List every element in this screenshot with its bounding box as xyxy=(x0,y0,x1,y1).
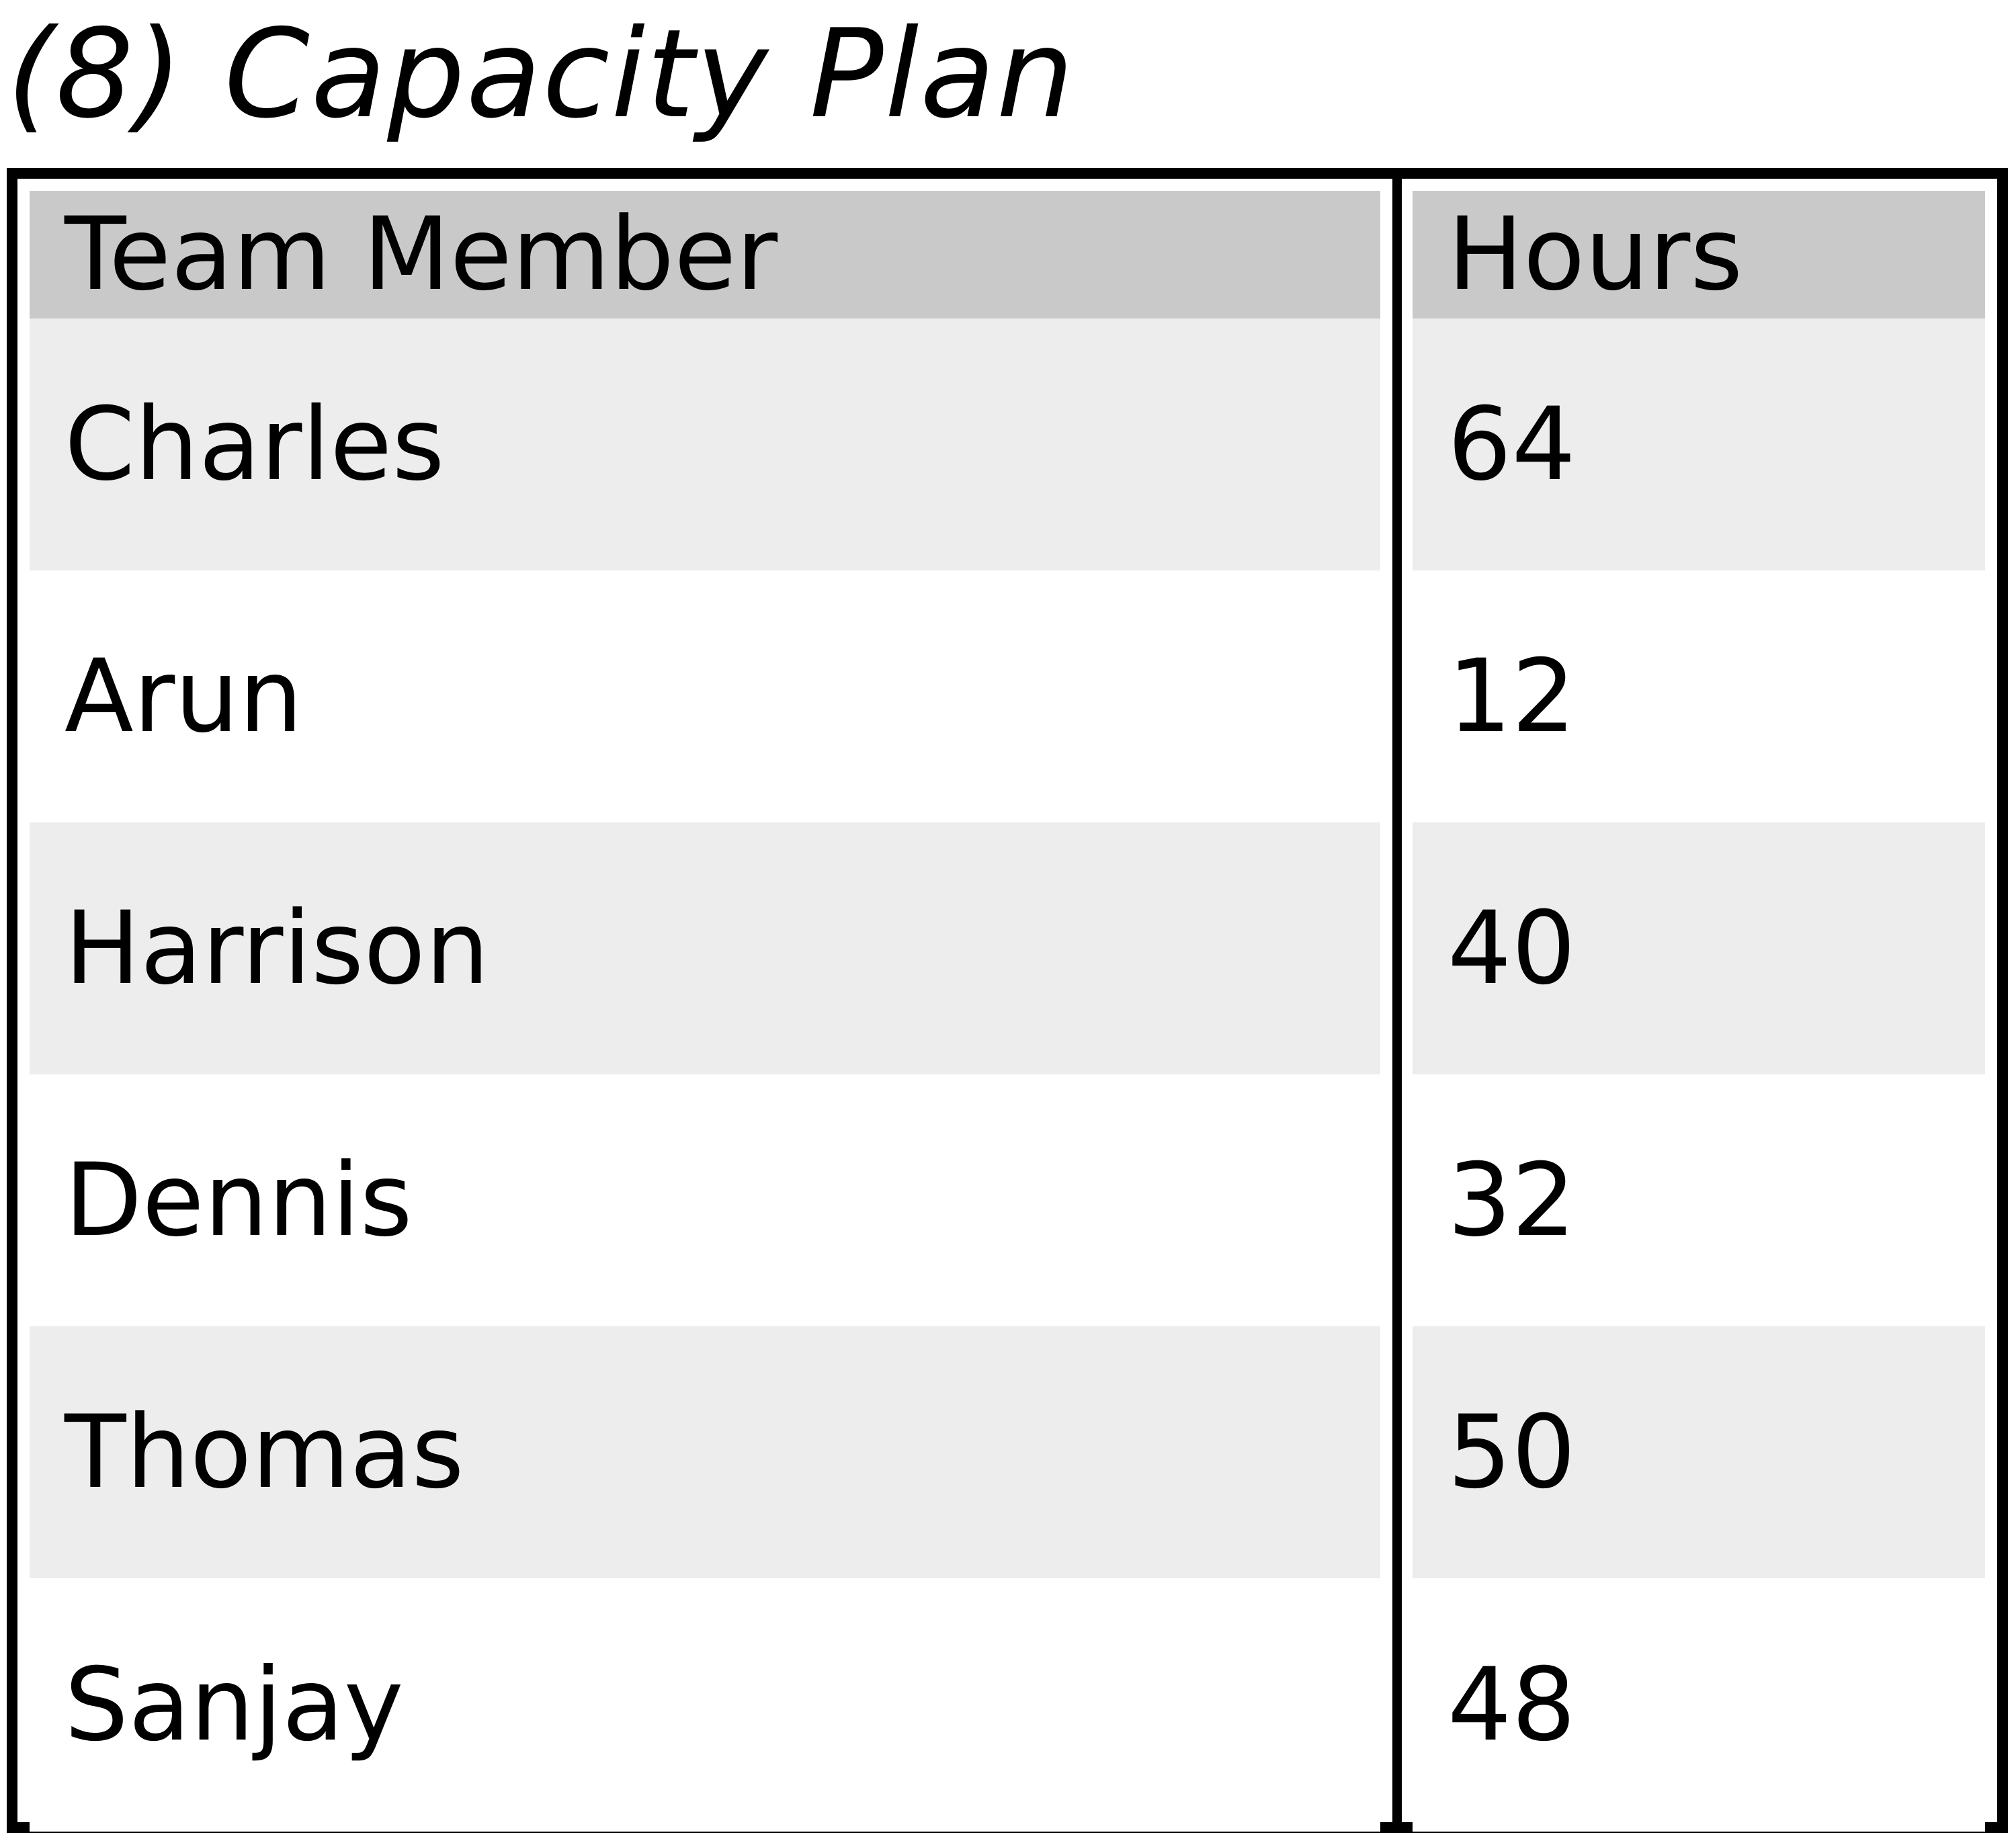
table-row: Sanjay 48 xyxy=(30,1578,1985,1832)
table-row: Thomas 50 xyxy=(30,1326,1985,1578)
page-title: (8) Capacity Plan xyxy=(7,3,1076,145)
table-row: Dennis 32 xyxy=(30,1074,1985,1326)
capacity-table: Team Member Hours Charles 64 Arun 12 Har… xyxy=(7,168,2008,1833)
team-member-cell: Thomas xyxy=(30,1326,1380,1578)
column-divider xyxy=(1392,179,1402,1822)
table-header-row: Team Member Hours xyxy=(30,191,1985,318)
team-member-cell: Dennis xyxy=(30,1074,1380,1326)
column-header-hours: Hours xyxy=(1413,191,1985,318)
hours-cell: 50 xyxy=(1413,1326,1985,1578)
hours-cell: 64 xyxy=(1413,318,1985,570)
hours-cell: 40 xyxy=(1413,822,1985,1074)
hours-cell: 32 xyxy=(1413,1074,1985,1326)
team-member-cell: Arun xyxy=(30,570,1380,822)
team-member-cell: Charles xyxy=(30,318,1380,570)
table-grid: Team Member Hours Charles 64 Arun 12 Har… xyxy=(30,191,1985,1832)
table-row: Charles 64 xyxy=(30,318,1985,570)
table-row: Harrison 40 xyxy=(30,822,1985,1074)
hours-cell: 12 xyxy=(1413,570,1985,822)
hours-cell: 48 xyxy=(1413,1578,1985,1832)
table-row: Arun 12 xyxy=(30,570,1985,822)
team-member-cell: Harrison xyxy=(30,822,1380,1074)
column-header-team-member: Team Member xyxy=(30,191,1380,318)
team-member-cell: Sanjay xyxy=(30,1578,1380,1832)
